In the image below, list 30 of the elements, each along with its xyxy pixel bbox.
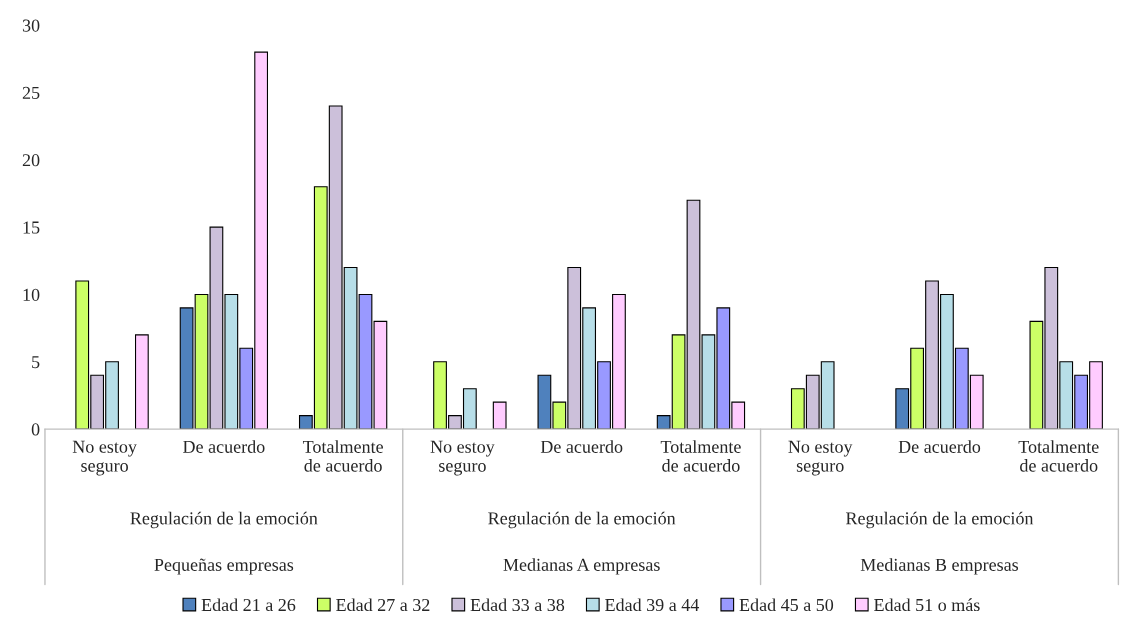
y-tick-label: 20 <box>22 154 40 167</box>
text: Medianas B empresas <box>860 558 1019 575</box>
y-tick-label: 15 <box>23 221 40 234</box>
x-tick-label: No estoy seguro <box>72 440 137 476</box>
x-tick-label: De acuerdo <box>540 440 623 453</box>
text: Medianas A empresas <box>503 558 660 575</box>
y-tick-label: 5 <box>32 356 40 369</box>
x-tick-label: De acuerdo <box>898 440 981 453</box>
y-tick-label: 30 <box>22 19 40 32</box>
x-tick-label: No estoy seguro <box>788 440 853 476</box>
legend-label: Edad 27 a 32 <box>336 598 430 612</box>
legend-label: Edad 33 a 38 <box>470 598 565 612</box>
x-tick-label: Totalmente de acuerdo <box>302 440 383 472</box>
y-tick-label: 25 <box>22 86 40 99</box>
legend-label: Edad 21 a 26 <box>201 598 296 612</box>
text: Regulación de la emoción <box>845 511 1034 529</box>
x-tick-label: No estoy seguro <box>430 440 495 476</box>
bar <box>492 401 507 430</box>
x-tick-label: Totalmente de acuerdo <box>660 440 741 472</box>
legend-label: Edad 45 a 50 <box>739 598 834 612</box>
text: Pequeñas empresas <box>154 558 294 575</box>
text: Regulación de la emoción <box>130 511 318 529</box>
legend-label: Edad 39 a 44 <box>605 598 700 612</box>
x-tick-label: De acuerdo <box>183 440 265 453</box>
y-tick-label: 0 <box>31 423 40 436</box>
text: Regulación de la emoción <box>488 511 676 529</box>
y-tick-label: 10 <box>23 288 40 301</box>
x-tick-label: Totalmente de acuerdo <box>1018 440 1099 472</box>
legend-label: Edad 51 o más <box>874 598 980 612</box>
bar <box>134 334 149 430</box>
